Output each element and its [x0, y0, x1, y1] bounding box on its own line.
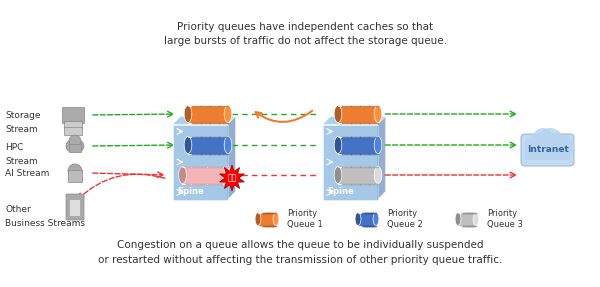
FancyBboxPatch shape [66, 194, 84, 220]
Text: HPC: HPC [5, 143, 23, 152]
Bar [323, 125, 377, 199]
Text: Priority: Priority [287, 208, 317, 218]
Ellipse shape [334, 106, 342, 123]
Text: Queue 3: Queue 3 [487, 220, 523, 228]
Ellipse shape [373, 212, 379, 226]
Bar [188, 106, 228, 123]
Ellipse shape [184, 106, 192, 123]
Text: Priority: Priority [487, 208, 517, 218]
Text: Congestion on a queue allows the queue to be individually suspended
or restarted: Congestion on a queue allows the queue t… [98, 240, 502, 265]
Ellipse shape [374, 137, 382, 154]
Bar [338, 166, 378, 183]
Ellipse shape [255, 212, 261, 226]
Bar [525, 142, 570, 160]
Circle shape [69, 135, 81, 147]
Bar [458, 212, 476, 226]
Text: Business Streams: Business Streams [5, 218, 85, 228]
Ellipse shape [334, 166, 342, 183]
Circle shape [72, 140, 84, 152]
Text: Intranet: Intranet [527, 146, 569, 154]
Ellipse shape [184, 137, 192, 154]
Ellipse shape [334, 137, 342, 154]
Text: Queue 1: Queue 1 [287, 220, 323, 228]
Ellipse shape [374, 106, 382, 123]
Polygon shape [220, 165, 244, 191]
Bar [70, 200, 80, 216]
Ellipse shape [273, 212, 279, 226]
Text: Priority queues have independent caches so that
large bursts of traffic do not a: Priority queues have independent caches … [163, 22, 446, 46]
Circle shape [66, 140, 78, 152]
Circle shape [552, 135, 574, 157]
Bar [188, 137, 228, 154]
Bar [338, 106, 378, 123]
Ellipse shape [224, 137, 232, 154]
Bar [173, 125, 227, 199]
Bar [64, 127, 82, 135]
FancyBboxPatch shape [521, 134, 574, 166]
Bar [338, 137, 378, 154]
Circle shape [536, 128, 564, 156]
Bar [64, 121, 82, 129]
Polygon shape [377, 117, 386, 199]
Ellipse shape [224, 166, 232, 183]
Ellipse shape [179, 166, 187, 183]
Circle shape [533, 128, 553, 148]
Bar [258, 212, 276, 226]
Bar [358, 212, 376, 226]
Bar [69, 144, 81, 152]
Polygon shape [173, 117, 235, 125]
Text: Stream: Stream [5, 156, 38, 166]
Circle shape [68, 164, 82, 178]
Bar [62, 107, 84, 123]
Text: Queue 2: Queue 2 [387, 220, 423, 228]
Ellipse shape [374, 166, 382, 183]
Polygon shape [227, 117, 235, 199]
Ellipse shape [355, 212, 361, 226]
Text: Priority: Priority [387, 208, 417, 218]
Text: Other: Other [5, 205, 31, 214]
Circle shape [525, 134, 549, 158]
Text: Spine: Spine [178, 187, 204, 195]
Text: Spine: Spine [328, 187, 354, 195]
Ellipse shape [224, 106, 232, 123]
Polygon shape [323, 117, 386, 125]
Text: Stream: Stream [5, 125, 38, 133]
Ellipse shape [455, 212, 461, 226]
Text: 拥塞: 拥塞 [227, 174, 236, 183]
Text: AI Stream: AI Stream [5, 168, 49, 177]
Bar [68, 170, 82, 182]
Text: Storage: Storage [5, 110, 41, 119]
Ellipse shape [473, 212, 479, 226]
Bar [182, 166, 227, 183]
